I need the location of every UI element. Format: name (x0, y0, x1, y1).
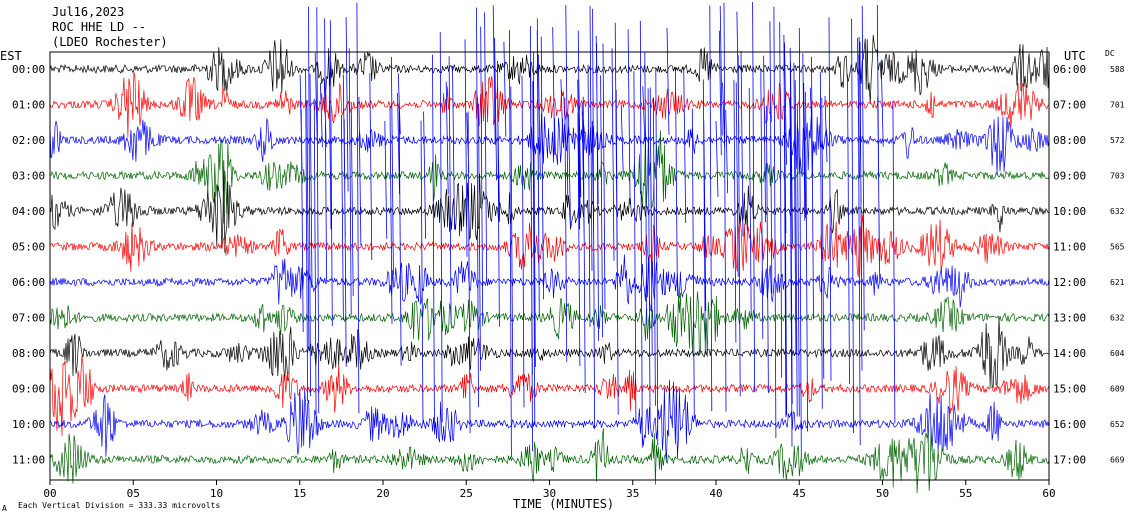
x-tick-label: 00 (43, 487, 56, 500)
est-time-label: 05:00 (12, 241, 45, 254)
date-title: Jul16,2023 (52, 5, 124, 19)
x-tick-label: 10 (210, 487, 223, 500)
dc-offset-value: 572 (1110, 136, 1125, 145)
x-tick-label: 45 (793, 487, 806, 500)
x-tick-label: 30 (543, 487, 556, 500)
scale-note: Each Vertical Division = 333.33 microvol… (18, 501, 220, 510)
x-axis: 00 05 10 15 20 25 30 35 40 45 50 55 60 (43, 480, 1056, 500)
utc-time-label: 15:00 (1053, 383, 1086, 396)
x-tick-label: 20 (376, 487, 389, 500)
utc-axis-label: UTC (1064, 49, 1086, 63)
utc-time-label: 11:00 (1053, 241, 1086, 254)
trace-07:00 (49, 291, 1050, 358)
x-tick-label: 55 (959, 487, 972, 500)
x-tick-label: 40 (709, 487, 722, 500)
trace-09:00 (49, 355, 1050, 436)
utc-time-label: 16:00 (1053, 418, 1086, 431)
est-axis-label: EST (0, 49, 22, 63)
est-time-label: 02:00 (12, 134, 45, 147)
utc-time-label: 17:00 (1053, 454, 1086, 467)
x-tick-label: 15 (293, 487, 306, 500)
x-tick-label: 25 (460, 487, 473, 500)
x-tick-label: 35 (626, 487, 639, 500)
dc-offset-value: 609 (1110, 385, 1125, 394)
dc-offset-value: 621 (1110, 278, 1125, 287)
est-time-label: 10:00 (12, 418, 45, 431)
trace-04:00 (49, 160, 1050, 253)
dc-offset-value: 652 (1110, 420, 1125, 429)
x-tick-label: 50 (876, 487, 889, 500)
utc-time-label: 09:00 (1053, 170, 1086, 183)
est-time-label: 04:00 (12, 205, 45, 218)
trace-06:00 (49, 254, 1050, 313)
trace-11:00 (49, 426, 1050, 493)
dc-offset-value: 701 (1110, 101, 1125, 110)
event-spikes (299, 1, 896, 458)
dc-offset-value: 632 (1110, 314, 1125, 323)
dc-header: DC (1105, 49, 1115, 58)
trace-05:00 (49, 214, 1050, 277)
trace-03:00 (49, 130, 1050, 224)
trace-08:00 (49, 317, 1050, 389)
est-time-label: 11:00 (12, 454, 45, 467)
est-time-label: 00:00 (12, 63, 45, 76)
x-tick-label: 60 (1042, 487, 1055, 500)
utc-time-label: 12:00 (1053, 276, 1086, 289)
utc-time-label: 08:00 (1053, 134, 1086, 147)
est-time-label: 01:00 (12, 99, 45, 112)
dc-offset-value: 588 (1110, 65, 1125, 74)
footer-mark: A (2, 504, 7, 513)
trace-02:00 (49, 113, 1050, 178)
est-time-label: 07:00 (12, 312, 45, 325)
utc-time-label: 14:00 (1053, 347, 1086, 360)
est-time-label: 08:00 (12, 347, 45, 360)
est-time-label: 03:00 (12, 170, 45, 183)
x-axis-title: TIME (MINUTES) (513, 497, 614, 511)
est-time-label: 06:00 (12, 276, 45, 289)
dc-offset-value: 632 (1110, 207, 1125, 216)
dc-offset-value: 669 (1110, 456, 1125, 465)
station-channel: ROC HHE LD -- (52, 20, 146, 34)
dc-offset-value: 604 (1110, 349, 1125, 358)
x-tick-label: 05 (127, 487, 140, 500)
est-time-label: 09:00 (12, 383, 45, 396)
trace-10:00 (49, 379, 1050, 463)
row-labels: 00:00 06:00 588 01:00 07:00 701 02:00 08:00 572 0… (12, 63, 1125, 467)
utc-time-label: 06:00 (1053, 63, 1086, 76)
dc-offset-value: 565 (1110, 243, 1125, 252)
utc-time-label: 07:00 (1053, 99, 1086, 112)
utc-time-label: 10:00 (1053, 205, 1086, 218)
station-name: (LDEO Rochester) (52, 35, 168, 49)
dc-offset-value: 703 (1110, 172, 1125, 181)
trace-group (49, 1, 1050, 493)
utc-time-label: 13:00 (1053, 312, 1086, 325)
trace-00:00 (49, 35, 1050, 105)
